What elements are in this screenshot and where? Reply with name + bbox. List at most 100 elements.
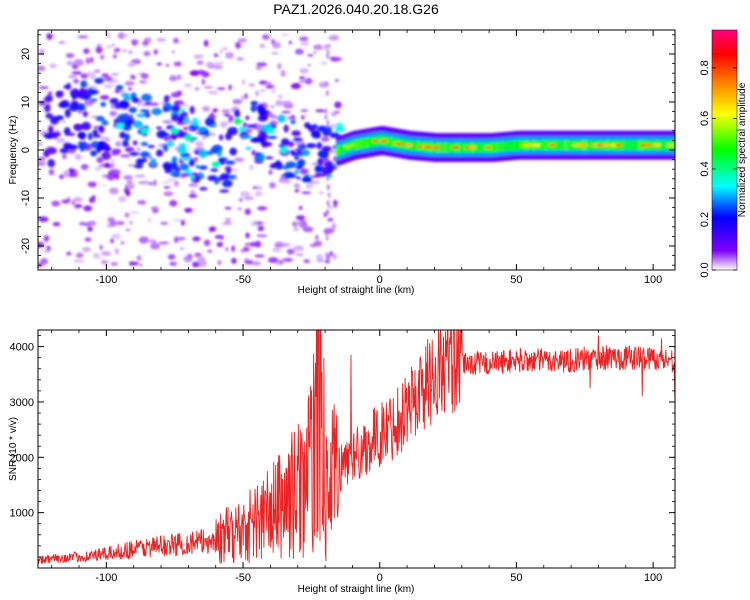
noise-blob — [233, 157, 245, 162]
ridge-blob — [224, 160, 236, 165]
ridge-peak — [266, 127, 275, 134]
noise-blob — [244, 93, 248, 100]
noise-blob — [207, 90, 219, 95]
ridge-blob — [321, 145, 332, 152]
noise-blob — [327, 229, 330, 235]
ridge-blob — [324, 161, 334, 170]
noise-blob — [129, 211, 140, 214]
noise-blob — [136, 101, 143, 107]
noise-blob — [294, 48, 304, 55]
noise-blob — [326, 200, 330, 206]
noise-blob — [49, 63, 57, 69]
x-tick-label: -50 — [235, 572, 251, 584]
noise-blob — [76, 252, 84, 258]
snr-series — [38, 330, 675, 564]
noise-blob — [326, 49, 330, 55]
noise-blob — [293, 245, 304, 252]
noise-blob — [325, 81, 329, 87]
noise-blob — [221, 109, 232, 113]
noise-blob — [72, 197, 83, 203]
noise-blob — [192, 236, 201, 242]
noise-blob — [235, 41, 242, 49]
noise-blob — [68, 168, 75, 173]
colorbar-frame — [711, 29, 738, 271]
noise-blob — [109, 187, 119, 195]
ridge-blob — [210, 168, 218, 172]
noise-blob — [255, 66, 262, 71]
ridge-blob — [63, 144, 73, 150]
noise-blob — [110, 152, 119, 156]
noise-blob — [331, 222, 337, 230]
ridge-blob — [228, 174, 236, 180]
noise-blob — [242, 246, 250, 252]
ridge-blob — [160, 132, 170, 137]
noise-blob — [208, 132, 216, 136]
ridge-blob — [245, 146, 252, 150]
noise-blob — [271, 38, 275, 45]
noise-blob — [216, 241, 224, 248]
noise-blob — [269, 115, 278, 119]
spectrogram-heatmap — [38, 31, 675, 268]
colorbar-ticks: 0.0 0.2 0.4 0.6 0.8 — [699, 60, 737, 278]
ridge-blob — [50, 115, 59, 125]
noise-blob — [281, 111, 292, 114]
noise-blob — [124, 81, 135, 86]
noise-blob — [83, 48, 90, 54]
ridge-blob — [105, 144, 111, 152]
noise-blob — [115, 141, 122, 147]
noise-blob — [307, 54, 314, 57]
ridge-blob — [241, 135, 253, 139]
ridge-blob — [150, 158, 156, 166]
ridge-blob — [226, 166, 232, 175]
noise-blob — [90, 75, 96, 80]
ridge-blob — [48, 126, 54, 135]
noise-blob — [221, 222, 233, 225]
ridge-blob — [177, 146, 187, 155]
x-tick-label: -100 — [95, 274, 117, 286]
noise-blob — [224, 113, 230, 117]
page-title: PAZ1.2026.040.20.18.G26 — [273, 1, 439, 17]
noise-blob — [96, 156, 104, 164]
noise-blob — [165, 64, 170, 67]
ridge-blob — [132, 120, 143, 129]
ridge-blob — [170, 170, 181, 177]
ridge-blob — [332, 166, 338, 170]
noise-blob — [62, 153, 67, 160]
noise-blob — [193, 157, 199, 162]
noise-blob — [290, 115, 296, 119]
ridge-blob — [44, 104, 51, 113]
band-peak — [432, 146, 442, 149]
ridge-peak — [280, 147, 289, 153]
ridge-blob — [293, 137, 303, 142]
noise-blob — [71, 71, 83, 75]
noise-blob — [147, 182, 154, 185]
noise-blob — [326, 184, 330, 190]
band-peak — [484, 146, 493, 149]
ridge-blob — [132, 140, 138, 146]
ridge-blob — [151, 107, 163, 116]
ridge-blob — [281, 138, 290, 146]
noise-blob — [143, 50, 151, 57]
noise-blob — [301, 115, 305, 120]
colorbar-label: Normalized spectral amplitude — [737, 82, 748, 217]
ridge-blob — [296, 176, 301, 180]
noise-blob — [327, 43, 331, 49]
ridge-blob — [95, 116, 105, 122]
noise-blob — [257, 225, 264, 232]
noise-blob — [214, 61, 225, 65]
noise-blob — [121, 33, 129, 38]
ridge-blob — [290, 119, 296, 125]
spectrogram-y-axis-label: Frequency (Hz) — [8, 116, 19, 185]
colorbar-tick-label: 0.2 — [699, 212, 711, 227]
noise-blob — [219, 121, 228, 128]
noise-blob — [249, 165, 254, 170]
ridge-blob — [87, 132, 93, 141]
noise-blob — [326, 90, 329, 96]
ridge-blob — [288, 141, 295, 147]
noise-blob — [240, 95, 245, 101]
ridge-blob — [277, 114, 286, 123]
noise-blob — [118, 196, 127, 203]
noise-blob — [248, 83, 256, 87]
noise-blob — [129, 221, 133, 225]
ridge-peak — [116, 123, 125, 129]
